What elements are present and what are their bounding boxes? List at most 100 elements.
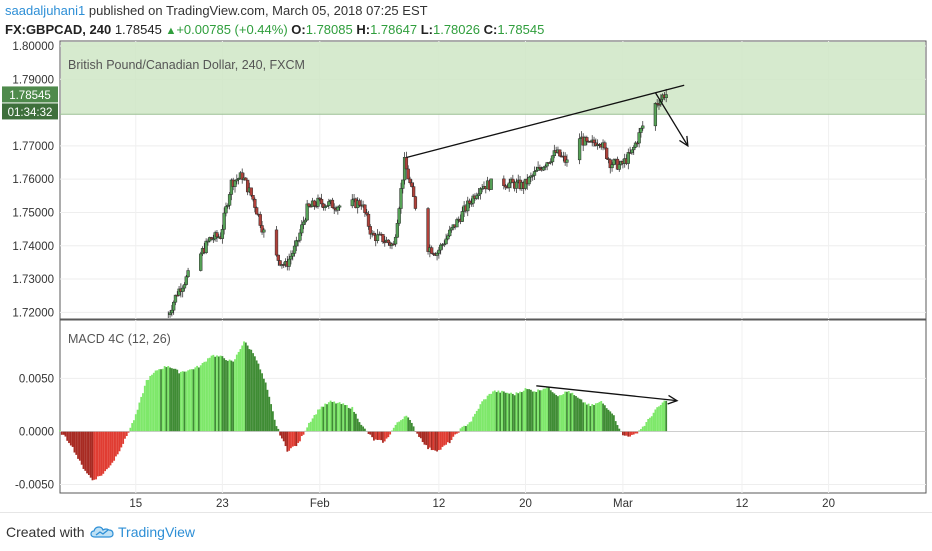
macd-bar xyxy=(277,428,280,432)
candle-down xyxy=(538,166,542,169)
price-tick-label: 1.80000 xyxy=(12,41,54,53)
macd-bar xyxy=(266,389,269,432)
macd-bar xyxy=(111,431,114,463)
macd-bar xyxy=(564,391,567,432)
candle-up xyxy=(204,240,208,253)
candle-down xyxy=(502,178,506,186)
macd-bar xyxy=(587,403,590,432)
candle-up xyxy=(507,182,511,188)
x-tick-label: Mar xyxy=(613,498,633,510)
candle-up xyxy=(641,125,645,129)
tradingview-link[interactable]: TradingView xyxy=(118,524,196,540)
macd-bar xyxy=(64,431,67,437)
macd-bar xyxy=(432,431,435,451)
macd-bar xyxy=(506,392,509,432)
candle-down xyxy=(251,195,255,200)
macd-bar xyxy=(463,425,466,432)
candle-up xyxy=(630,149,634,154)
candle-up xyxy=(444,238,448,245)
candle-up xyxy=(565,159,569,163)
macd-bar xyxy=(156,370,159,432)
macd-bar xyxy=(226,360,229,432)
macd-bar xyxy=(116,431,119,455)
macd-bar xyxy=(199,365,202,432)
low-label: L: xyxy=(420,22,433,37)
candle-down xyxy=(503,185,508,188)
candle-down xyxy=(274,229,279,256)
macd-bar xyxy=(253,356,256,432)
macd-bar xyxy=(181,371,184,432)
candle-up xyxy=(301,221,306,226)
candle-up xyxy=(289,255,293,260)
macd-bar xyxy=(522,390,525,432)
macd-bar xyxy=(189,369,191,432)
candle-down xyxy=(404,156,409,170)
macd-bar xyxy=(308,422,310,432)
macd-bar xyxy=(535,391,538,432)
macd-bar xyxy=(264,382,267,432)
macd-bar xyxy=(551,392,554,432)
candle-down xyxy=(282,264,286,266)
macd-bar xyxy=(327,402,330,432)
macd-bar xyxy=(353,411,355,432)
macd-bar xyxy=(311,418,314,432)
macd-bar xyxy=(441,431,444,447)
price-change: +0.00785 (+0.44%) xyxy=(176,22,288,37)
macd-bar xyxy=(178,373,180,432)
macd-bar xyxy=(169,367,171,432)
chart-canvas[interactable]: 1.80000 1.79000 1.77000 1.76000 1.75000 1.740… xyxy=(0,0,932,512)
macd-bar xyxy=(142,393,144,432)
macd-bar xyxy=(167,366,170,432)
candle-up xyxy=(168,312,172,315)
macd-bar xyxy=(605,408,608,432)
macd-bar xyxy=(73,431,76,453)
macd-bar xyxy=(367,431,370,434)
macd-bar xyxy=(418,431,420,437)
macd-bar xyxy=(149,375,152,432)
macd-bar xyxy=(578,398,581,432)
macd-bar xyxy=(62,431,65,435)
macd-bar xyxy=(194,367,197,432)
macd-bar xyxy=(216,355,218,432)
macd-bar xyxy=(208,357,211,432)
x-tick-label: 23 xyxy=(216,498,229,510)
macd-bar xyxy=(504,392,507,432)
candle-down xyxy=(278,260,282,266)
open-label: O: xyxy=(291,22,306,37)
candle-up xyxy=(637,132,641,144)
macd-bar xyxy=(246,345,249,432)
macd-bar xyxy=(658,406,660,432)
candle-up xyxy=(323,205,327,208)
symbol-name: FX:GBPCAD, 240 xyxy=(5,22,112,37)
candle-up xyxy=(552,150,556,157)
macd-bar xyxy=(356,418,359,432)
macd-bar xyxy=(358,422,361,432)
macd-bar xyxy=(539,390,541,432)
macd-bar xyxy=(295,431,298,447)
candle-up xyxy=(227,194,232,206)
macd-bar xyxy=(612,415,615,432)
author-link[interactable]: saadaljuhani1 xyxy=(5,3,86,18)
candle-up xyxy=(480,188,484,190)
candle-down xyxy=(411,186,416,197)
candle-up xyxy=(448,229,452,237)
macd-bar xyxy=(344,405,346,432)
macd-bar xyxy=(591,404,594,432)
macd-bar xyxy=(434,431,437,451)
macd-bar xyxy=(407,417,410,432)
candle-up xyxy=(182,284,187,289)
macd-bar xyxy=(546,386,549,432)
macd-bar xyxy=(95,431,97,480)
candle-down xyxy=(312,200,317,207)
candle-up xyxy=(478,188,483,195)
candle-down xyxy=(215,232,219,238)
candle-down xyxy=(635,142,639,145)
macd-bar xyxy=(98,431,101,477)
macd-bar xyxy=(589,406,592,432)
macd-bar xyxy=(508,393,511,432)
macd-bar xyxy=(302,431,305,435)
candle-down xyxy=(655,103,659,105)
candle-up xyxy=(220,229,225,239)
candle-down xyxy=(321,203,326,208)
candle-up xyxy=(475,195,479,199)
